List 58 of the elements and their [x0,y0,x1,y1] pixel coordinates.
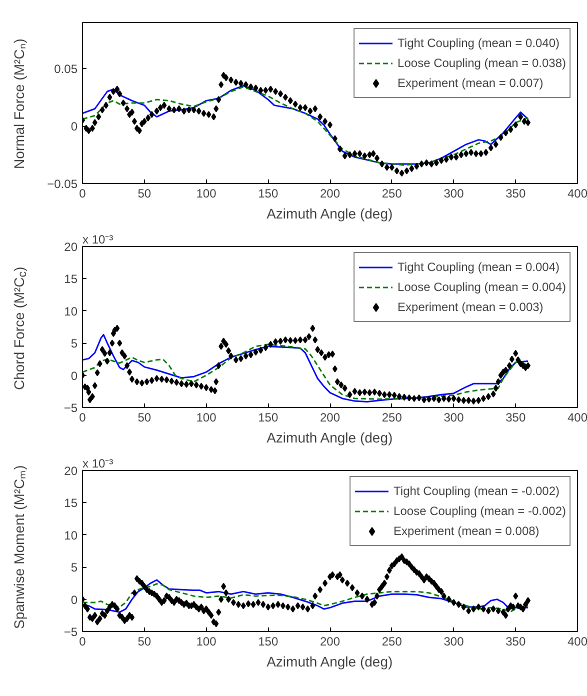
legend-label: Tight Coupling (mean = -0.002) [394,484,560,498]
x-tick-label: 100 [196,410,217,424]
y-tick-label: −0.05 [47,177,78,191]
y-tick-label: 10 [64,304,78,318]
x-tick-label: 300 [444,410,464,424]
y-tick-label: 10 [64,528,78,542]
x-tick-label: 0 [79,634,86,648]
legend-label: Loose Coupling (mean = 0.038) [398,56,566,70]
y-tick-label: 20 [64,464,78,478]
x-tick-label: 350 [506,186,526,200]
x-tick-label: 150 [258,410,278,424]
y-tick-label: 0 [70,120,78,134]
x-tick-label: 150 [258,186,278,200]
legend-label: Experiment (mean = 0.007) [398,76,544,90]
x-tick-label: 350 [506,634,526,648]
y-tick-label: 0.05 [54,62,78,76]
legend-label: Tight Coupling (mean = 0.040) [398,36,560,50]
x-tick-label: 150 [258,634,278,648]
y-tick-label: 5 [70,560,78,575]
x-tick-label: 200 [320,410,340,424]
x-tick-label: 0 [79,410,86,424]
y-tick-label: 15 [64,272,78,286]
x-tick-label: 250 [382,410,402,424]
y-axis-title: Spanwise Moment (M²Cₘ) [10,465,28,629]
annotation: x 10⁻³ [82,232,114,246]
x-tick-label: 250 [382,634,402,648]
legend-label: Experiment (mean = 0.003) [398,300,544,314]
x-tick-label: 50 [138,634,152,648]
x-tick-label: 400 [567,634,587,648]
x-tick-label: 300 [444,634,464,648]
x-tick-label: 50 [138,186,152,200]
legend-label: Loose Coupling (mean = -0.002) [394,504,566,518]
x-axis-title: Azimuth Angle (deg) [266,654,393,670]
y-tick-label: 5 [70,336,78,351]
x-tick-label: 200 [320,634,340,648]
x-tick-label: 300 [444,186,464,200]
x-tick-label: 100 [196,186,217,200]
y-tick-label: −5 [64,401,78,415]
y-tick-label: 0 [70,592,78,607]
legend-label: Loose Coupling (mean = 0.004) [398,280,566,294]
legend-label: Experiment (mean = 0.008) [394,524,540,538]
legend-label: Tight Coupling (mean = 0.004) [398,260,560,274]
y-tick-label: −5 [64,625,78,639]
x-axis-title: Azimuth Angle (deg) [266,206,393,222]
y-tick-label: 15 [64,496,78,510]
x-tick-label: 200 [320,186,340,200]
y-axis-title: Normal Force (M²Cₙ) [10,38,28,172]
x-tick-label: 350 [506,410,526,424]
x-tick-label: 50 [138,410,152,424]
x-axis-title: Azimuth Angle (deg) [266,430,393,446]
y-tick-label: 20 [64,240,78,254]
annotation: x 10⁻³ [82,456,114,470]
x-tick-label: 250 [382,186,402,200]
x-tick-label: 100 [196,634,217,648]
y-tick-label: 0 [70,368,78,383]
x-tick-label: 400 [567,186,587,200]
x-tick-label: 400 [567,410,587,424]
x-tick-label: 0 [79,186,86,200]
